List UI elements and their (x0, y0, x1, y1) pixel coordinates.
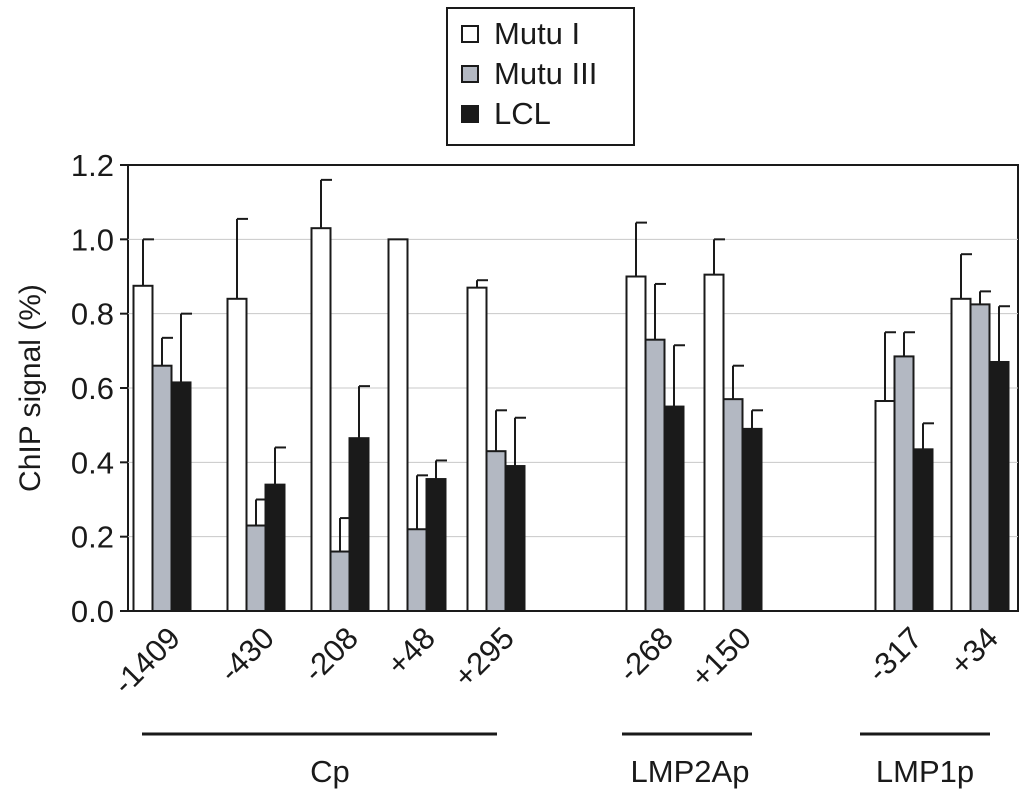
y-tick-label: 0.4 (71, 445, 114, 480)
bar-lcl (912, 448, 934, 613)
group-label: Cp (310, 754, 350, 789)
y-tick-label: 1.0 (71, 222, 114, 257)
x-tick-label: -1409 (106, 620, 187, 701)
group-label: LMP1p (876, 754, 974, 789)
x-tick-label: +48 (380, 620, 442, 682)
bar-mutu-i (387, 238, 409, 612)
x-tick-label: -208 (296, 620, 365, 689)
bar-mutu-iii (406, 528, 428, 613)
legend-label: Mutu I (494, 16, 580, 51)
bar-mutu-i (310, 227, 332, 613)
legend-label: LCL (494, 96, 551, 131)
bar-lcl (348, 437, 370, 612)
bar-mutu-i (132, 284, 154, 612)
bar-lcl (741, 427, 763, 612)
y-tick-label: 0.6 (71, 371, 114, 406)
bar-mutu-i (874, 400, 896, 612)
bar-mutu-iii (485, 450, 507, 612)
y-tick-label: 1.2 (71, 148, 114, 183)
legend-swatch (461, 65, 479, 83)
bar-mutu-iii (969, 303, 991, 612)
y-axis: 0.0 0.2 0.4 0.6 0.8 1.0 1.2 (71, 148, 128, 629)
bar-lcl (264, 483, 286, 612)
bar-mutu-iii (893, 355, 915, 612)
bar-lcl (425, 478, 447, 612)
bar-mutu-i (466, 286, 488, 612)
group-labels: Cp LMP2Ap LMP1p (142, 732, 990, 789)
bar-mutu-i (950, 297, 972, 612)
bar-mutu-iii (722, 398, 744, 612)
x-tick-label: -268 (611, 620, 680, 689)
y-tick-label: 0.0 (71, 594, 114, 629)
bar-mutu-i (226, 297, 248, 612)
bar-mutu-i (703, 273, 725, 612)
bar-lcl (663, 405, 685, 613)
x-axis: -1409 -430 -208 +48 +295 -268 +150 -317 +34 (106, 620, 1005, 701)
y-tick-label: 0.2 (71, 520, 114, 555)
gridlines (128, 238, 1018, 538)
bar-mutu-iii (329, 550, 351, 612)
bar-mutu-iii (644, 338, 666, 612)
y-tick-label: 0.8 (71, 297, 114, 332)
x-tick-label: +295 (447, 620, 521, 694)
bar-lcl (988, 360, 1010, 612)
legend-swatch (461, 25, 479, 43)
bar-mutu-iii (245, 524, 267, 612)
legend-label: Mutu III (494, 56, 597, 91)
x-tick-label: +150 (684, 620, 758, 694)
bar-mutu-i (625, 275, 647, 612)
group-label: LMP2Ap (631, 754, 750, 789)
bar-lcl (170, 381, 192, 612)
bar-mutu-iii (151, 364, 173, 613)
legend-swatch (461, 105, 479, 123)
x-tick-label: +34 (943, 620, 1005, 682)
y-axis-label: ChIP signal (%) (14, 284, 47, 492)
bars (132, 178, 1010, 613)
bar-lcl (504, 465, 526, 612)
legend: Mutu I Mutu III LCL (446, 7, 635, 146)
x-tick-label: -317 (860, 620, 929, 689)
x-tick-label: -430 (212, 620, 281, 689)
